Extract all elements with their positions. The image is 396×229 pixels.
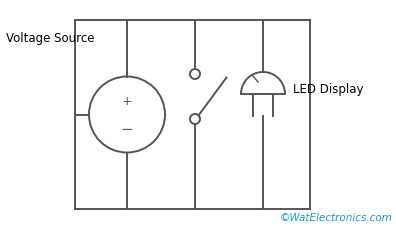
- Text: Voltage Source: Voltage Source: [6, 32, 95, 45]
- Text: +: +: [122, 95, 132, 108]
- Text: ©WatElectronics.com: ©WatElectronics.com: [279, 213, 392, 223]
- Text: LED Display: LED Display: [293, 82, 364, 95]
- Text: −: −: [121, 122, 133, 137]
